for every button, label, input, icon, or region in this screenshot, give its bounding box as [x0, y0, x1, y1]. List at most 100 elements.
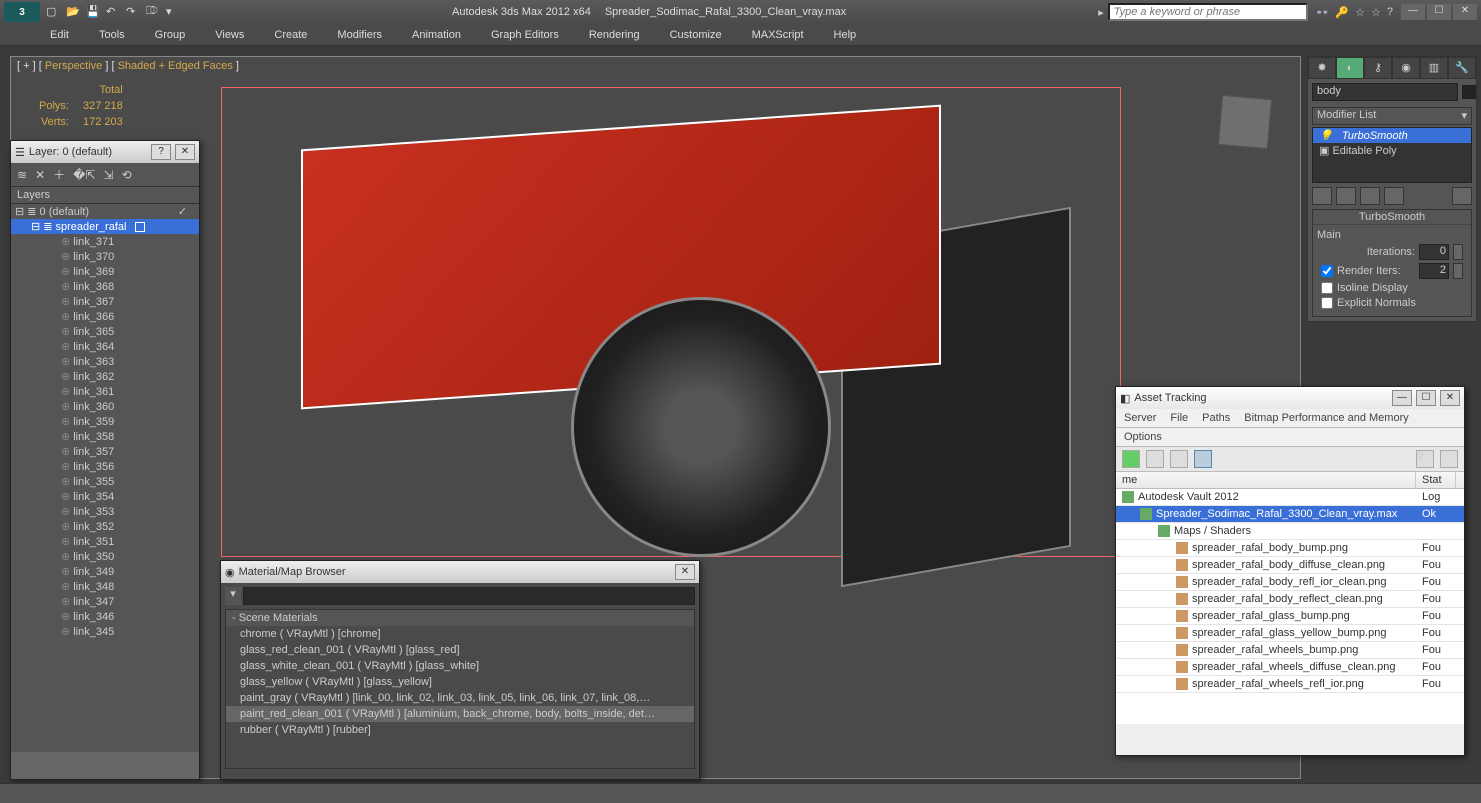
object-color-swatch[interactable]	[1462, 85, 1476, 99]
refresh-icon[interactable]	[1122, 450, 1140, 468]
asset-row[interactable]: spreader_rafal_wheels_diffuse_clean.pngF…	[1116, 659, 1464, 676]
configure-modifier-button[interactable]	[1452, 187, 1472, 205]
highlight-icon[interactable]: ⇲	[104, 168, 114, 182]
material-item[interactable]: chrome ( VRayMtl ) [chrome]	[226, 626, 694, 642]
help-icon[interactable]: ?	[1387, 6, 1393, 19]
layer-item[interactable]: ⊕ link_364	[11, 339, 199, 354]
asset-table[interactable]: me Stat Autodesk Vault 2012LogSpreader_S…	[1116, 472, 1464, 724]
asset-row[interactable]: Maps / Shaders	[1116, 523, 1464, 540]
key-icon[interactable]: 🔑	[1335, 6, 1349, 19]
modifier-list-dropdown[interactable]: Modifier List▾	[1312, 107, 1472, 125]
rollout-header[interactable]: TurboSmooth	[1313, 210, 1471, 225]
explicit-normals-checkbox[interactable]	[1321, 297, 1333, 309]
col-status[interactable]: Stat	[1416, 472, 1456, 488]
layer-item[interactable]: ⊕ link_345	[11, 624, 199, 639]
layer-item[interactable]: ⊕ link_366	[11, 309, 199, 324]
material-item[interactable]: paint_red_clean_001 ( VRayMtl ) [alumini…	[226, 706, 694, 722]
layer-item[interactable]: ⊕ link_353	[11, 504, 199, 519]
menu-help[interactable]: Help	[834, 29, 857, 41]
menu-animation[interactable]: Animation	[412, 29, 461, 41]
spinner-buttons[interactable]	[1453, 263, 1463, 279]
asset-row[interactable]: spreader_rafal_glass_bump.pngFou	[1116, 608, 1464, 625]
asset-row[interactable]: spreader_rafal_wheels_refl_ior.pngFou	[1116, 676, 1464, 693]
material-section-header[interactable]: - Scene Materials	[226, 610, 694, 626]
asset-row[interactable]: spreader_rafal_body_diffuse_clean.pngFou	[1116, 557, 1464, 574]
layer-root[interactable]: ⊟ ≣ 0 (default)✓	[11, 204, 199, 219]
viewcube[interactable]	[1218, 95, 1272, 149]
object-name-field[interactable]: body	[1312, 83, 1458, 101]
close-button[interactable]: ✕	[1453, 4, 1477, 20]
menu-rendering[interactable]: Rendering	[589, 29, 640, 41]
menu-modifiers[interactable]: Modifiers	[337, 29, 382, 41]
layer-item[interactable]: ⊕ link_356	[11, 459, 199, 474]
qat-save-icon[interactable]: 💾	[86, 5, 100, 19]
menu-tools[interactable]: Tools	[99, 29, 125, 41]
qat-more-icon[interactable]: ▾	[166, 5, 180, 19]
tab-modify[interactable]: ◐	[1336, 57, 1364, 79]
pin-stack-button[interactable]	[1312, 187, 1332, 205]
layer-tree[interactable]: ⊟ ≣ 0 (default)✓⊟ ≣ spreader_rafal ⊕ link…	[11, 204, 199, 752]
menu-create[interactable]: Create	[274, 29, 307, 41]
asset-row[interactable]: spreader_rafal_glass_yellow_bump.pngFou	[1116, 625, 1464, 642]
layer-item[interactable]: ⊕ link_355	[11, 474, 199, 489]
select-layer-icon[interactable]: �⇱	[73, 168, 95, 182]
render-iters-checkbox[interactable]	[1321, 265, 1333, 277]
asset-row[interactable]: spreader_rafal_wheels_bump.pngFou	[1116, 642, 1464, 659]
layer-item[interactable]: ⊕ link_358	[11, 429, 199, 444]
search-options-button[interactable]: ▾	[225, 587, 241, 605]
menu-graph-editors[interactable]: Graph Editors	[491, 29, 559, 41]
asset-row[interactable]: Autodesk Vault 2012Log	[1116, 489, 1464, 506]
layer-item[interactable]: ⊕ link_347	[11, 594, 199, 609]
layer-item[interactable]: ⊕ link_361	[11, 384, 199, 399]
layer-item[interactable]: ⊕ link_363	[11, 354, 199, 369]
layer-item[interactable]: ⊕ link_367	[11, 294, 199, 309]
close-button[interactable]: ✕	[675, 564, 695, 580]
layer-item[interactable]: ⊕ link_365	[11, 324, 199, 339]
add-to-layer-icon[interactable]: ＋	[53, 166, 65, 183]
material-item[interactable]: glass_red_clean_001 ( VRayMtl ) [glass_r…	[226, 642, 694, 658]
layer-item[interactable]: ⊕ link_350	[11, 549, 199, 564]
menu-edit[interactable]: Edit	[50, 29, 69, 41]
table-icon[interactable]	[1194, 450, 1212, 468]
tab-utilities[interactable]: 🔧	[1448, 57, 1476, 79]
tab-motion[interactable]: ◉	[1392, 57, 1420, 79]
layer-item[interactable]: ⊕ link_351	[11, 534, 199, 549]
asset-menu-paths[interactable]: Paths	[1202, 412, 1230, 424]
layer-item[interactable]: ⊕ link_370	[11, 249, 199, 264]
viewport-label[interactable]: [ + ] [ Perspective ] [ Shaded + Edged F…	[17, 60, 239, 72]
maximize-button[interactable]: ☐	[1416, 390, 1436, 406]
tab-display[interactable]: ▥	[1420, 57, 1448, 79]
layer-item[interactable]: ⊕ link_362	[11, 369, 199, 384]
hide-icon[interactable]: ⟲	[122, 168, 132, 182]
layer-item[interactable]: ⊕ link_368	[11, 279, 199, 294]
tab-create[interactable]: ✸	[1308, 57, 1336, 79]
layer-item[interactable]: ⊕ link_360	[11, 399, 199, 414]
close-button[interactable]: ✕	[175, 144, 195, 160]
menu-maxscript[interactable]: MAXScript	[752, 29, 804, 41]
star-icon[interactable]: ☆	[1355, 6, 1365, 19]
qat-open-icon[interactable]: 📂	[66, 5, 80, 19]
list-icon[interactable]	[1146, 450, 1164, 468]
material-search-input[interactable]	[243, 587, 695, 605]
remove-modifier-button[interactable]	[1384, 187, 1404, 205]
layer-item[interactable]: ⊕ link_369	[11, 264, 199, 279]
qat-undo-icon[interactable]: ↶	[106, 5, 120, 19]
close-button[interactable]: ✕	[1440, 390, 1460, 406]
tab-hierarchy[interactable]: ⚷	[1364, 57, 1392, 79]
modifier-editable-poly[interactable]: ▣ Editable Poly	[1313, 143, 1471, 158]
help-button[interactable]: ?	[151, 144, 171, 160]
star2-icon[interactable]: ☆	[1371, 6, 1381, 19]
menu-group[interactable]: Group	[155, 29, 186, 41]
info-arrow-icon[interactable]: ▸	[1098, 6, 1104, 19]
asset-menu-bitmap-performance-and-memory[interactable]: Bitmap Performance and Memory	[1244, 412, 1408, 424]
material-item[interactable]: glass_yellow ( VRayMtl ) [glass_yellow]	[226, 674, 694, 690]
layer-group[interactable]: ⊟ ≣ spreader_rafal	[11, 219, 199, 234]
layer-item[interactable]: ⊕ link_348	[11, 579, 199, 594]
minimize-button[interactable]: —	[1401, 4, 1425, 20]
spinner-buttons[interactable]	[1453, 244, 1463, 260]
asset-row[interactable]: spreader_rafal_body_refl_ior_clean.pngFo…	[1116, 574, 1464, 591]
material-item[interactable]: glass_white_clean_001 ( VRayMtl ) [glass…	[226, 658, 694, 674]
qat-redo-icon[interactable]: ↷	[126, 5, 140, 19]
new-layer-icon[interactable]: ≋	[17, 168, 27, 182]
modifier-turbosmooth[interactable]: 💡 TurboSmooth	[1313, 128, 1471, 143]
